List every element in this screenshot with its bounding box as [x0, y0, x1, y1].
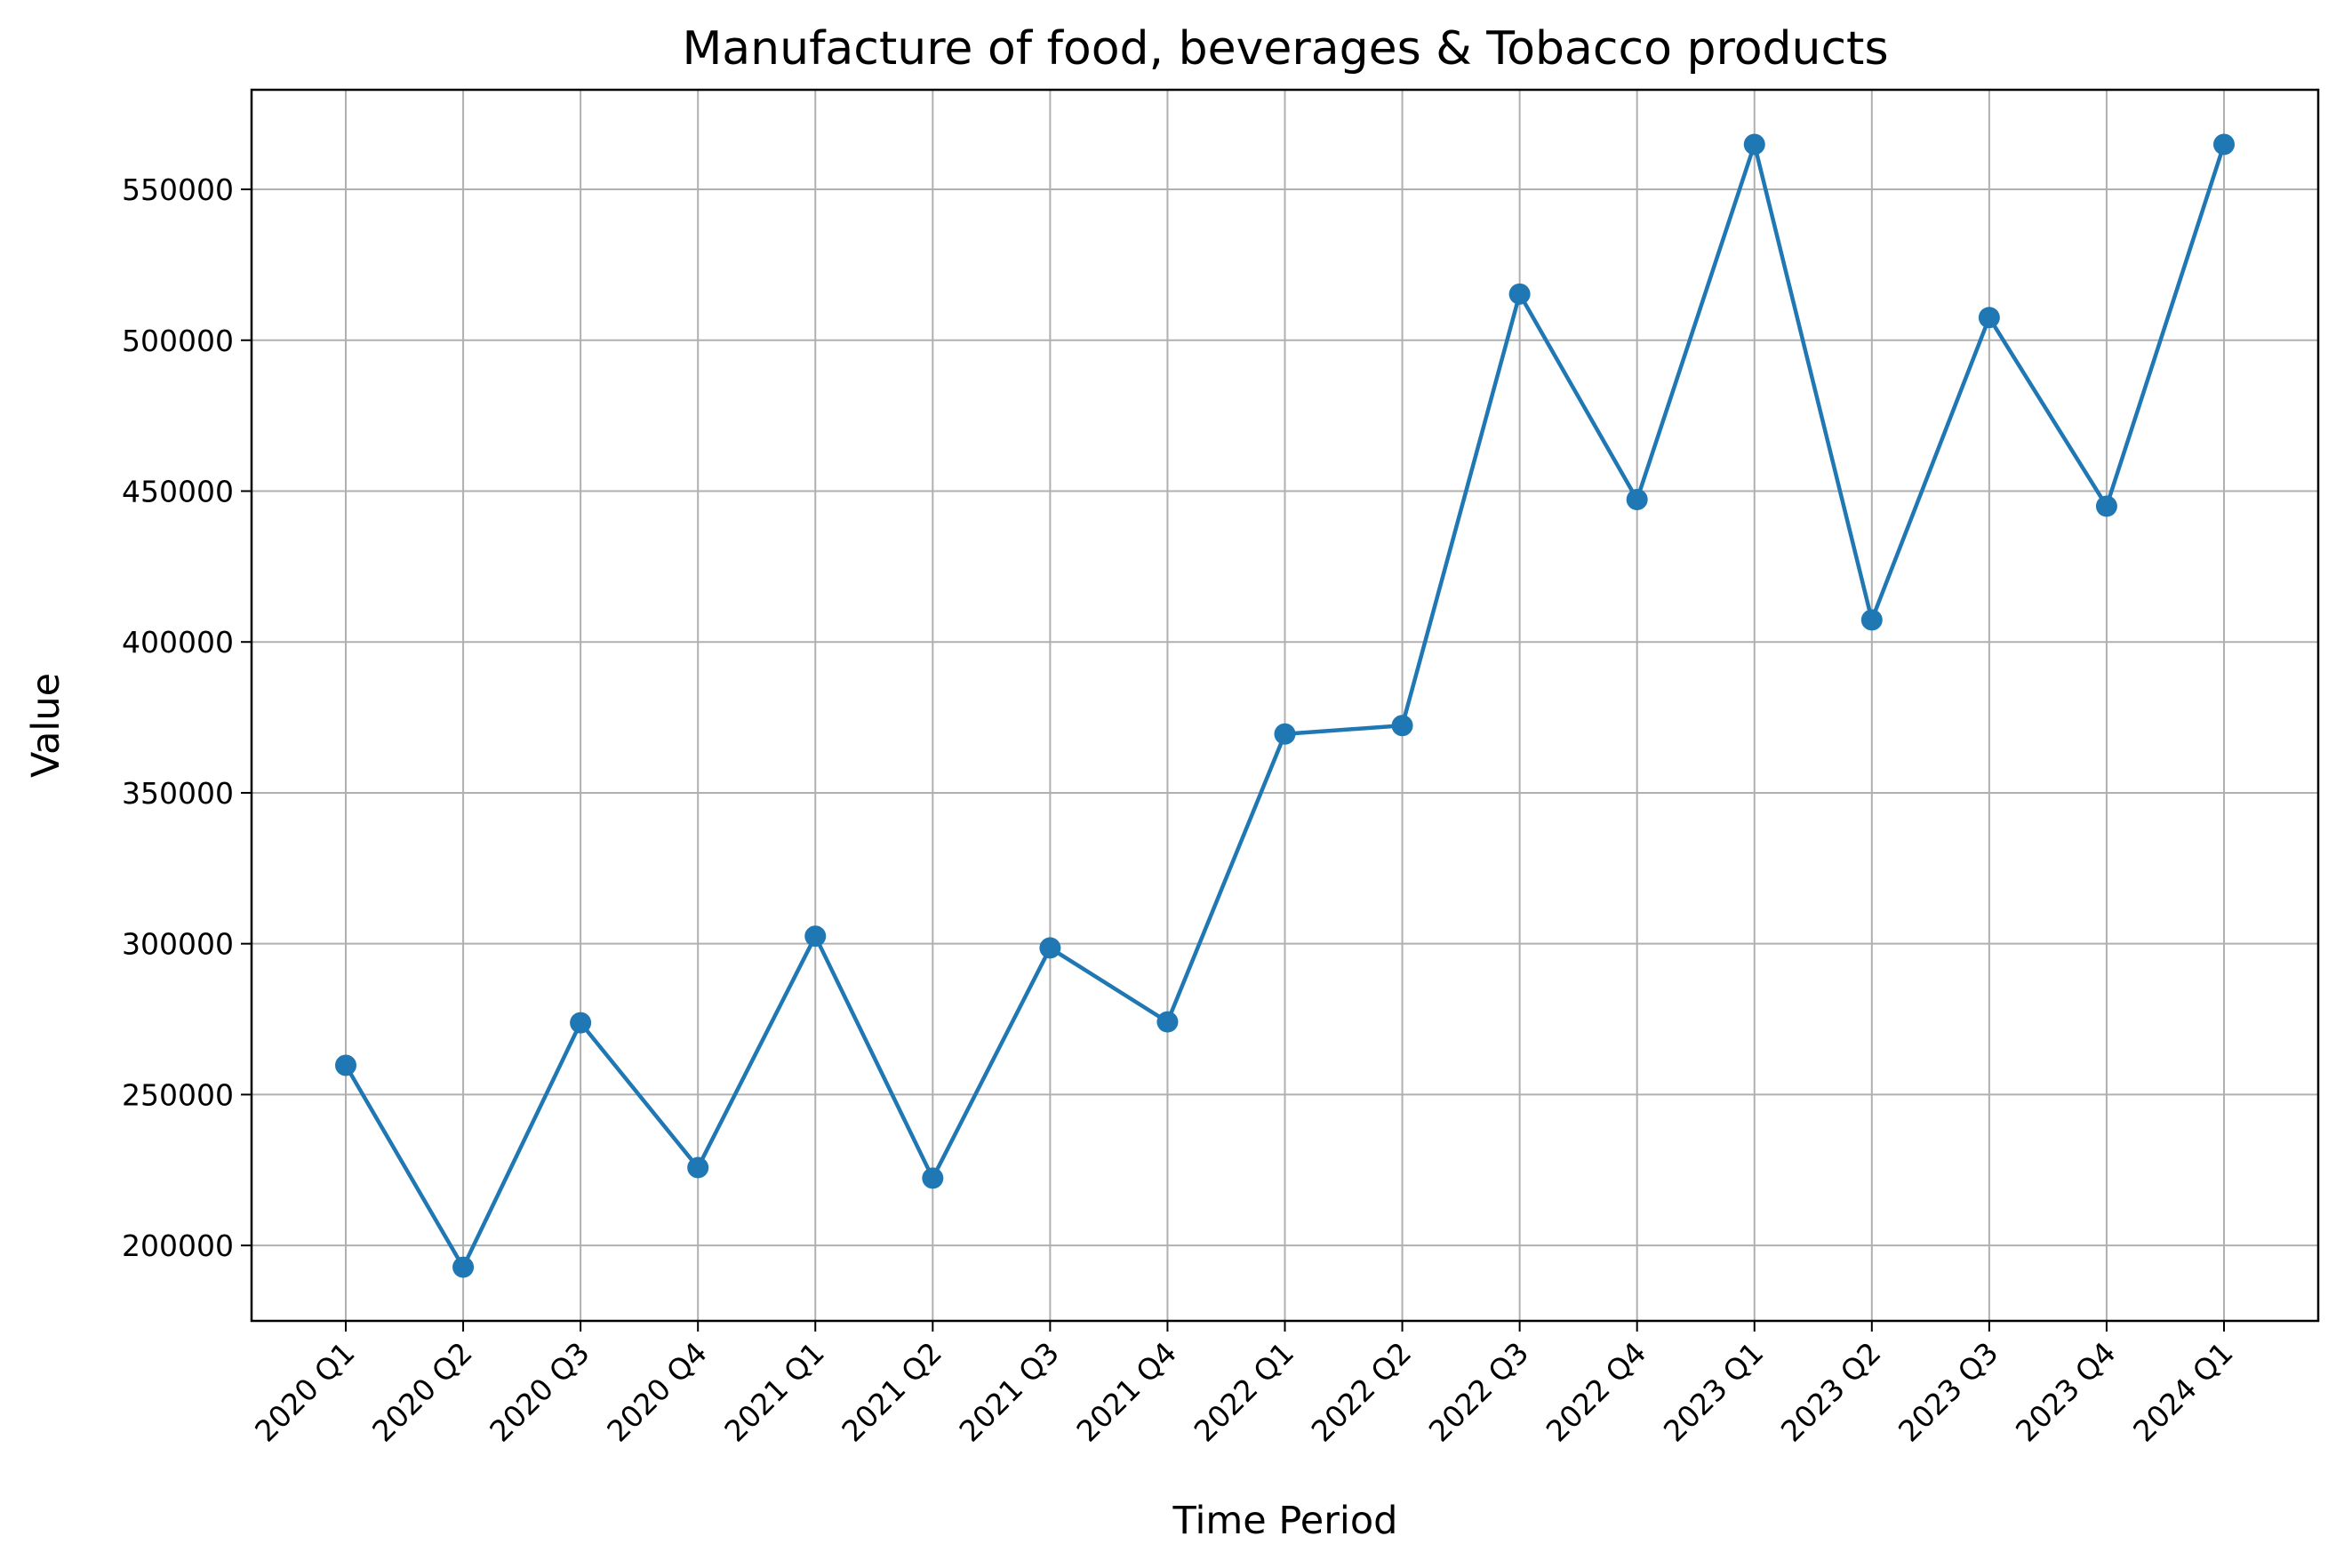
data-point	[1978, 307, 2000, 329]
data-point	[1508, 283, 1531, 305]
data-point	[452, 1256, 475, 1278]
data-point	[2095, 495, 2117, 517]
data-point	[1743, 133, 1765, 156]
y-tick-label: 500000	[122, 324, 234, 358]
data-point	[1156, 1011, 1179, 1033]
y-tick-label: 400000	[122, 625, 234, 660]
y-tick-label: 250000	[122, 1077, 234, 1112]
y-tick-label: 450000	[122, 474, 234, 508]
data-point	[335, 1054, 356, 1076]
data-point	[1039, 937, 1061, 959]
y-axis-label: Value	[24, 673, 68, 778]
y-tick-label: 350000	[122, 776, 234, 811]
y-tick-label: 300000	[122, 927, 234, 962]
data-point	[922, 1167, 944, 1189]
data-point	[804, 925, 827, 948]
data-point	[1626, 488, 1648, 510]
plot-frame	[250, 88, 2320, 1323]
data-point	[687, 1156, 709, 1179]
y-tick-label: 550000	[122, 172, 234, 207]
grid-lines	[252, 90, 2318, 1321]
y-tick-label: 200000	[122, 1228, 234, 1263]
axes-frame	[241, 88, 2320, 1332]
data-point	[1391, 715, 1413, 737]
data-point	[570, 1012, 592, 1034]
data-point	[1860, 609, 1883, 631]
chart-title: Manufacture of food, beverages & Tobacco…	[682, 22, 1888, 76]
data-series	[335, 133, 2235, 1278]
data-point	[1274, 723, 1296, 745]
data-point	[2213, 133, 2235, 156]
x-axis-label: Time Period	[1172, 1499, 1398, 1543]
